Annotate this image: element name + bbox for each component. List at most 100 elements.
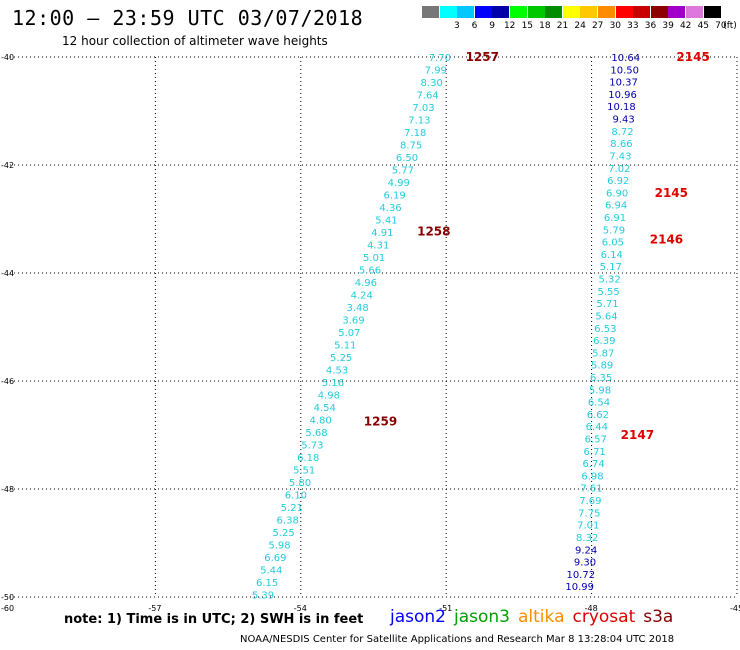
wave-height-value: 5.77 [392,165,414,176]
wave-height-value: 5.01 [363,253,385,264]
wave-height-value: 5.71 [596,299,618,310]
wave-height-value: 4.98 [318,390,340,401]
wave-height-value: 5.73 [301,440,323,451]
longitude-label: -45 [730,604,740,613]
wave-height-value: 5.79 [603,225,625,236]
time-label: 2145 [676,50,709,64]
wave-height-value: 7.02 [608,164,630,175]
wave-height-value: 5.66 [359,265,381,276]
wave-height-value: 6.62 [587,410,609,421]
wave-height-value: 6.57 [585,435,607,446]
legend-item-jason2: jason2 [390,607,446,627]
wave-height-value: 7.64 [416,90,438,101]
graticule: -40 -42 -44 -46 -48 -50 -60 -57 -54 -51 -48 -45 [1,53,740,613]
colorbar-cell [474,6,492,18]
time-label: 2147 [621,428,654,442]
colorbar-label: 24 [574,21,586,31]
note-text: note: 1) Time is in UTC; 2) SWH is in fe… [64,612,364,627]
wave-height-value: 10.96 [608,90,637,101]
colorbar-label: 12 [503,21,516,31]
map-title: 12:00 – 23:59 UTC 03/07/2018 [12,6,364,30]
wave-height-value: 6.39 [593,336,615,347]
wave-height-value: 4.96 [355,278,377,289]
latitude-label: -46 [1,377,14,386]
wave-height-value: 6.71 [584,447,606,458]
wave-height-value: 8.32 [576,533,598,544]
wave-height-value: 3.69 [342,315,364,326]
time-label: 1259 [364,415,397,429]
colorbar-cell [457,6,475,18]
colorbar-cell [545,6,563,18]
colorbar-label: 39 [662,21,674,31]
wave-height-value: 6.10 [285,490,307,501]
latitude-label: -50 [1,593,14,602]
track-1: 7.707.99 8.307.64 7.037.13 7.188.75 6.505.77… [252,50,499,601]
longitude-label: -54 [294,604,307,613]
colorbar-cell [580,6,598,18]
wave-height-value: 10.18 [607,102,636,113]
colorbar-cell [650,6,668,18]
wave-height-value: 9.43 [612,115,634,126]
wave-height-value: 6.69 [264,553,286,564]
wave-height-value: 5.55 [597,287,619,298]
wave-height-value: 8.66 [610,139,632,150]
colorbar-cell [633,6,651,18]
wave-height-value: 5.11 [334,340,356,351]
wave-height-value: 4.31 [367,240,389,251]
wave-height-value: 6.44 [586,422,608,433]
wave-height-value: 4.91 [371,228,393,239]
wave-height-value: 4.36 [379,203,401,214]
wave-height-value: 6.90 [606,188,628,199]
colorbar-label: 15 [521,21,534,31]
wave-height-value: 5.68 [305,428,327,439]
map-subtitle: 12 hour collection of altimeter wave hei… [62,34,328,48]
wave-height-value: 6.91 [604,213,626,224]
colorbar-label: 42 [679,21,692,31]
colorbar-label: 6 [471,21,478,31]
wave-height-value: 6.05 [602,238,624,249]
wave-height-value: 7.61 [580,484,602,495]
legend-item-s3a: s3a [643,607,674,627]
wave-height-value: 4.53 [326,365,348,376]
colorbar-label: 3 [454,21,460,31]
wave-height-value: 5.89 [591,361,613,372]
satellite-tracks: 7.707.99 8.307.64 7.037.13 7.188.75 6.505.77… [252,50,710,601]
wave-height-value: 5.98 [268,540,290,551]
legend-item-altika: altika [518,607,565,627]
latitude-label: -44 [1,269,14,278]
time-label: 1257 [466,50,499,64]
wave-height-value: 4.99 [388,178,410,189]
wave-height-value: 10.64 [611,53,640,64]
wave-height-value: 5.17 [600,262,622,273]
wave-height-value: 6.98 [581,471,603,482]
wave-height-value: 7.13 [408,115,430,126]
wave-height-value: 5.21 [281,503,303,514]
wave-height-value: 4.54 [314,403,336,414]
wave-height-value: 6.19 [384,190,406,201]
wave-height-value: 5.41 [375,215,397,226]
longitude-label: -48 [585,604,598,613]
colorbar-cell [510,6,527,18]
wave-height-value: 7.01 [577,521,599,532]
wave-height-value: 6.14 [601,250,623,261]
time-label: 1258 [417,224,450,238]
wave-height-value: 10.72 [566,570,595,581]
wave-height-value: 8.30 [421,78,443,89]
legend-item-cryosat: cryosat [572,607,636,627]
colorbar-label: 45 [697,21,710,31]
time-label: 2145 [655,186,688,200]
wave-height-value: 6.35 [590,373,612,384]
wave-height-value: 5.80 [289,478,311,489]
wave-height-value: 7.99 [425,65,447,76]
colorbar-cell [598,6,615,18]
wave-height-value: 5.07 [338,328,360,339]
wave-height-value: 5.87 [592,348,614,359]
wave-height-value: 4.24 [351,290,373,301]
wave-height-value: 6.15 [256,578,278,589]
wave-height-value: 7.70 [429,53,451,64]
colorbar-label: 18 [539,21,551,31]
wave-height-value: 9.24 [575,545,597,556]
legend-item-jason3: jason3 [454,607,510,627]
wave-height-value: 9.30 [574,558,596,569]
